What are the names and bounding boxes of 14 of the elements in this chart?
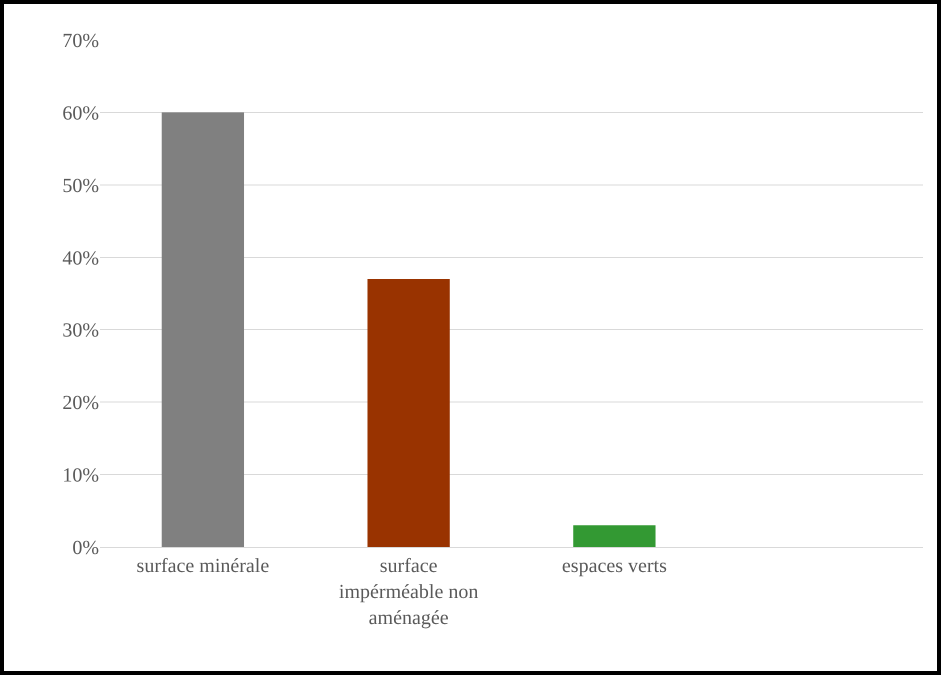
y-tick-label: 30% [62,320,99,342]
x-tick-label: surface impérméable non aménagée [338,555,478,629]
y-tick-label: 70% [62,30,99,52]
y-tick-label: 0% [72,537,99,559]
bar [573,525,656,547]
bar [367,279,450,547]
x-tick-label: espaces verts [562,555,668,577]
bar [162,112,244,547]
y-tick-label: 60% [62,102,99,124]
y-tick-label: 40% [62,247,99,270]
x-tick-label: surface minérale [136,555,270,577]
y-tick-label: 10% [62,464,99,487]
y-tick-label: 20% [62,392,99,414]
y-tick-label: 50% [62,174,99,197]
